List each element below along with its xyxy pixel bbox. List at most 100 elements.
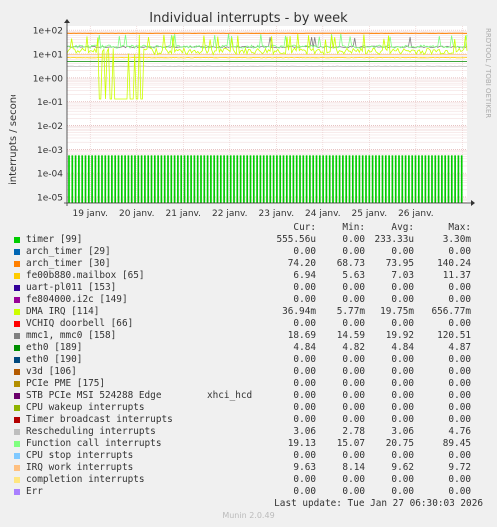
legend-swatch xyxy=(14,429,20,435)
legend-avg-value: 0.00 xyxy=(391,366,414,377)
series-line xyxy=(66,65,468,67)
legend-min-value: 0.00 xyxy=(342,234,365,245)
legend-row: arch_timer [30] 74.20 68.73 73.95 140.24 xyxy=(0,258,497,270)
legend-avg-value: 0.00 xyxy=(391,246,414,257)
legend-series-name: arch_timer [30] xyxy=(26,258,111,269)
legend-row: Rescheduling interrupts 3.06 2.78 3.06 4.76 xyxy=(0,426,497,438)
legend-row: CPU stop interrupts 0.00 0.00 0.00 0.00 xyxy=(0,450,497,462)
legend-swatch xyxy=(14,417,20,423)
legend-cur-value: 0.00 xyxy=(293,486,316,497)
legend-row: DMA IRQ [114] 36.94m 5.77m 19.75m 656.77m xyxy=(0,306,497,318)
legend-avg-value: 20.75 xyxy=(385,438,414,449)
legend-avg-value: 0.00 xyxy=(391,282,414,293)
legend-swatch xyxy=(14,477,20,483)
legend-avg-value: 0.00 xyxy=(391,474,414,485)
x-tick-label: 22 janv. xyxy=(212,209,248,219)
legend-avg-value: 3.06 xyxy=(391,426,414,437)
legend-avg-value: 0.00 xyxy=(391,354,414,365)
legend-avg-value: 0.00 xyxy=(391,378,414,389)
y-axis-label: interrupts / second xyxy=(8,95,19,185)
legend-swatch xyxy=(14,309,20,315)
legend-cur-value: 0.00 xyxy=(293,378,316,389)
legend-avg-value: 0.00 xyxy=(391,450,414,461)
y-tick-label: 1e+00 xyxy=(33,74,64,84)
legend-series-name: v3d [106] xyxy=(26,366,77,377)
legend-min-value: 2.78 xyxy=(342,426,365,437)
header-min: Min: xyxy=(342,222,365,233)
legend-series-extra: xhci_hcd xyxy=(207,390,253,401)
legend-avg-value: 233.33u xyxy=(374,234,414,245)
legend-swatch xyxy=(14,441,20,447)
legend-max-value: 4.87 xyxy=(448,342,471,353)
header-cur: Cur: xyxy=(293,222,316,233)
legend-swatch xyxy=(14,237,20,243)
legend-series-name: Function call interrupts xyxy=(26,438,162,449)
legend-avg-value: 9.62 xyxy=(391,462,414,473)
legend-series-name: PCIe PME [175] xyxy=(26,378,106,389)
legend-min-value: 14.59 xyxy=(336,330,365,341)
legend-swatch xyxy=(14,321,20,327)
legend-avg-value: 0.00 xyxy=(391,318,414,329)
x-tick-label: 20 janv. xyxy=(119,209,155,219)
legend-series-name: VCHIQ doorbell [66] xyxy=(26,318,134,329)
legend-swatch xyxy=(14,453,20,459)
legend-cur-value: 36.94m xyxy=(282,306,316,317)
x-tick-label: 21 janv. xyxy=(166,209,202,219)
legend-avg-value: 19.92 xyxy=(385,330,414,341)
legend-max-value: 4.76 xyxy=(448,426,471,437)
x-tick-label: 24 janv. xyxy=(305,209,341,219)
legend-row: CPU wakeup interrupts 0.00 0.00 0.00 0.00 xyxy=(0,402,497,414)
legend-cur-value: 0.00 xyxy=(293,366,316,377)
header-avg: Avg: xyxy=(391,222,414,233)
legend-series-name: fe00b880.mailbox [65] xyxy=(26,270,145,281)
legend-series-name: CPU stop interrupts xyxy=(26,450,134,461)
legend-avg-value: 0.00 xyxy=(391,294,414,305)
legend-cur-value: 0.00 xyxy=(293,318,316,329)
legend-series-name: eth0 [189] xyxy=(26,342,83,353)
legend-min-value: 0.00 xyxy=(342,486,365,497)
legend-cur-value: 0.00 xyxy=(293,246,316,257)
rrdtool-credit: RRDTOOL / TOBI OETIKER xyxy=(484,28,492,118)
legend-cur-value: 0.00 xyxy=(293,450,316,461)
legend-series-name: completion interrupts xyxy=(26,474,145,485)
legend-series-name: CPU wakeup interrupts xyxy=(26,402,145,413)
legend-row: fe804000.i2c [149] 0.00 0.00 0.00 0.00 xyxy=(0,294,497,306)
legend-row: mmc1, mmc0 [158] 18.69 14.59 19.92 120.51 xyxy=(0,330,497,342)
legend-max-value: 0.00 xyxy=(448,390,471,401)
legend-cur-value: 0.00 xyxy=(293,402,316,413)
legend-row: PCIe PME [175] 0.00 0.00 0.00 0.00 xyxy=(0,378,497,390)
last-update: Last update: Tue Jan 27 06:30:03 2026 xyxy=(274,498,483,509)
legend-row: eth0 [189] 4.84 4.82 4.84 4.87 xyxy=(0,342,497,354)
legend-swatch xyxy=(14,333,20,339)
legend-swatch xyxy=(14,285,20,291)
legend-avg-value: 0.00 xyxy=(391,402,414,413)
legend-cur-value: 19.13 xyxy=(287,438,316,449)
legend-min-value: 68.73 xyxy=(336,258,365,269)
legend-cur-value: 3.06 xyxy=(293,426,316,437)
legend-series-name: Rescheduling interrupts xyxy=(26,426,156,437)
footer-version: Munin 2.0.49 xyxy=(222,511,275,520)
header-max: Max: xyxy=(448,222,471,233)
legend-row: Timer broadcast interrupts 0.00 0.00 0.00 0.… xyxy=(0,414,497,426)
legend-max-value: 0.00 xyxy=(448,366,471,377)
series-line xyxy=(66,34,468,100)
legend-max-value: 0.00 xyxy=(448,318,471,329)
legend-cur-value: 555.56u xyxy=(276,234,316,245)
series-line xyxy=(66,33,468,50)
legend-min-value: 0.00 xyxy=(342,354,365,365)
legend-max-value: 3.30m xyxy=(442,234,471,245)
legend-series-name: uart-pl011 [153] xyxy=(26,282,117,293)
legend-swatch xyxy=(14,381,20,387)
legend-max-value: 0.00 xyxy=(448,354,471,365)
legend-max-value: 0.00 xyxy=(448,450,471,461)
legend-max-value: 0.00 xyxy=(448,246,471,257)
y-tick-label: 1e-04 xyxy=(37,170,63,180)
legend-row: IRQ work interrupts 9.63 8.14 9.62 9.72 xyxy=(0,462,497,474)
legend-row: eth0 [190] 0.00 0.00 0.00 0.00 xyxy=(0,354,497,366)
legend-max-value: 0.00 xyxy=(448,402,471,413)
legend-header: Cur: Min: Avg: Max: xyxy=(0,222,497,234)
chart-plot: 1e+02 1e+01 1e+00 1e-01 1e-02 1e-03 1e-04 1e-05… xyxy=(33,19,475,219)
legend-avg-value: 7.03 xyxy=(391,270,414,281)
legend-max-value: 656.77m xyxy=(431,306,471,317)
legend-cur-value: 74.20 xyxy=(287,258,316,269)
